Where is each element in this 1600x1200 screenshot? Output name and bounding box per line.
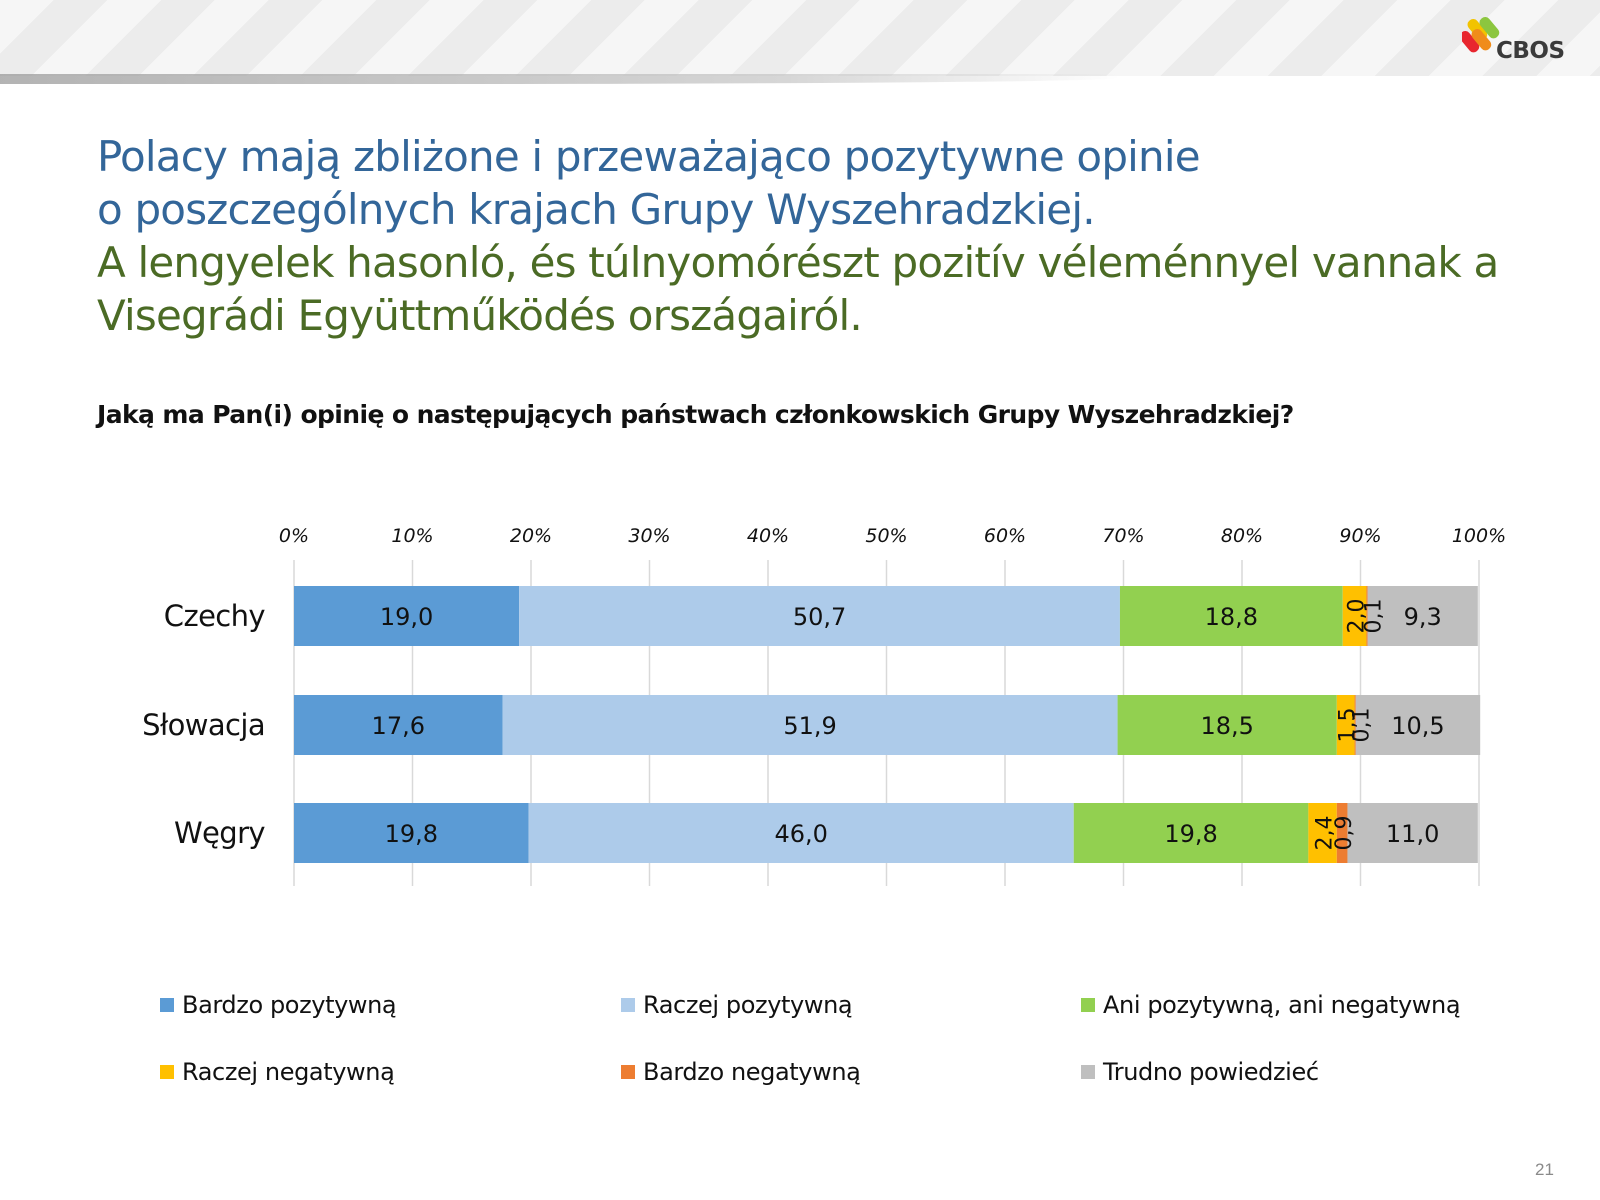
header-shadow [0, 74, 1120, 84]
bar-segment [1336, 695, 1355, 755]
x-tick-label: 80% [1221, 525, 1263, 547]
title-hungarian: A lengyelek hasonló, és túlnyomórészt po… [97, 236, 1537, 342]
bar-segment [1336, 803, 1348, 863]
legend-swatch [160, 1065, 174, 1079]
data-label: 46,0 [774, 820, 827, 848]
x-tick-label: 50% [865, 525, 907, 547]
bar-segment [1119, 586, 1343, 646]
bar-segment [294, 803, 529, 863]
data-label: 19,8 [1164, 820, 1217, 848]
legend-label: Ani pozytywną, ani negatywną [1103, 991, 1461, 1019]
x-tick-label: 60% [984, 525, 1026, 547]
header-band [0, 0, 1600, 76]
x-tick-label: 30% [628, 525, 670, 547]
bar-segment [1117, 695, 1337, 755]
title-polish-line-2: o poszczególnych krajach Grupy Wyszehrad… [97, 185, 1096, 234]
x-tick-label: 20% [510, 525, 552, 547]
legend-item: Raczej negatywną [160, 1058, 395, 1086]
bar-segment [1308, 803, 1337, 863]
x-tick-label: 10% [391, 525, 433, 547]
bar-segment [294, 695, 503, 755]
legend-item: Bardzo negatywną [621, 1058, 861, 1086]
bar-segment [1347, 803, 1478, 863]
category-label: Czechy [164, 599, 266, 633]
survey-question: Jaką ma Pan(i) opinię o następujących pa… [97, 400, 1294, 429]
page-number: 21 [1535, 1160, 1554, 1179]
data-label: 18,5 [1200, 712, 1253, 740]
data-label: 2,4 [1313, 816, 1338, 851]
data-label: 19,8 [385, 820, 438, 848]
legend-label: Raczej pozytywną [643, 991, 853, 1019]
title-hungarian-line-2: Visegrádi Együttműködés országairól. [97, 291, 863, 340]
legend-label: Trudno powiedzieć [1103, 1058, 1319, 1086]
data-label: 9,3 [1404, 603, 1442, 631]
data-label: 2,0 [1345, 599, 1370, 634]
legend-label: Bardzo negatywną [643, 1058, 861, 1086]
legend-swatch [621, 1065, 635, 1079]
data-label: 0,9 [1332, 816, 1357, 851]
x-tick-label: 90% [1339, 525, 1381, 547]
cbos-logo-mark [1462, 16, 1500, 53]
x-tick-label: 100% [1452, 525, 1506, 547]
bar-segment [1367, 586, 1478, 646]
data-label: 0,1 [1361, 599, 1386, 634]
cbos-logo: CBOS [1462, 16, 1582, 72]
legend-swatch [1081, 998, 1095, 1012]
legend-item: Raczej pozytywną [621, 991, 853, 1019]
x-tick-label: 0% [279, 525, 309, 547]
data-label: 18,8 [1205, 603, 1258, 631]
data-label: 50,7 [793, 603, 846, 631]
legend-swatch [1081, 1065, 1095, 1079]
bar-segment [519, 586, 1120, 646]
data-label: 17,6 [372, 712, 425, 740]
legend-swatch [160, 998, 174, 1012]
data-label: 51,9 [783, 712, 836, 740]
bar-segment [502, 695, 1118, 755]
category-label: Słowacja [142, 708, 265, 742]
bar-segment [1366, 586, 1368, 646]
legend-swatch [621, 998, 635, 1012]
legend-label: Raczej negatywną [182, 1058, 395, 1086]
bar-segment [1073, 803, 1309, 863]
data-label: 1,5 [1336, 708, 1361, 743]
legend-item: Trudno powiedzieć [1081, 1058, 1319, 1086]
legend-item: Bardzo pozytywną [160, 991, 397, 1019]
data-label: 10,5 [1391, 712, 1444, 740]
category-label: Węgry [174, 816, 265, 850]
legend-label: Bardzo pozytywną [182, 991, 397, 1019]
title-polish-line-1: Polacy mają zbliżone i przeważająco pozy… [97, 132, 1201, 181]
data-label: 11,0 [1386, 820, 1439, 848]
bar-segment [1342, 586, 1367, 646]
bar-segment [294, 586, 520, 646]
title-hungarian-line-1: A lengyelek hasonló, és túlnyomórészt po… [97, 238, 1499, 287]
legend-item: Ani pozytywną, ani negatywną [1081, 991, 1461, 1019]
bar-segment [528, 803, 1074, 863]
cbos-logo-text: CBOS [1496, 38, 1565, 64]
title-polish: Polacy mają zbliżone i przeważająco pozy… [97, 130, 1537, 236]
data-label: 0,1 [1350, 708, 1375, 743]
bar-segment [1355, 695, 1481, 755]
x-tick-label: 70% [1102, 525, 1144, 547]
bar-segment [1354, 695, 1356, 755]
x-tick-label: 40% [747, 525, 789, 547]
data-label: 19,0 [380, 603, 433, 631]
